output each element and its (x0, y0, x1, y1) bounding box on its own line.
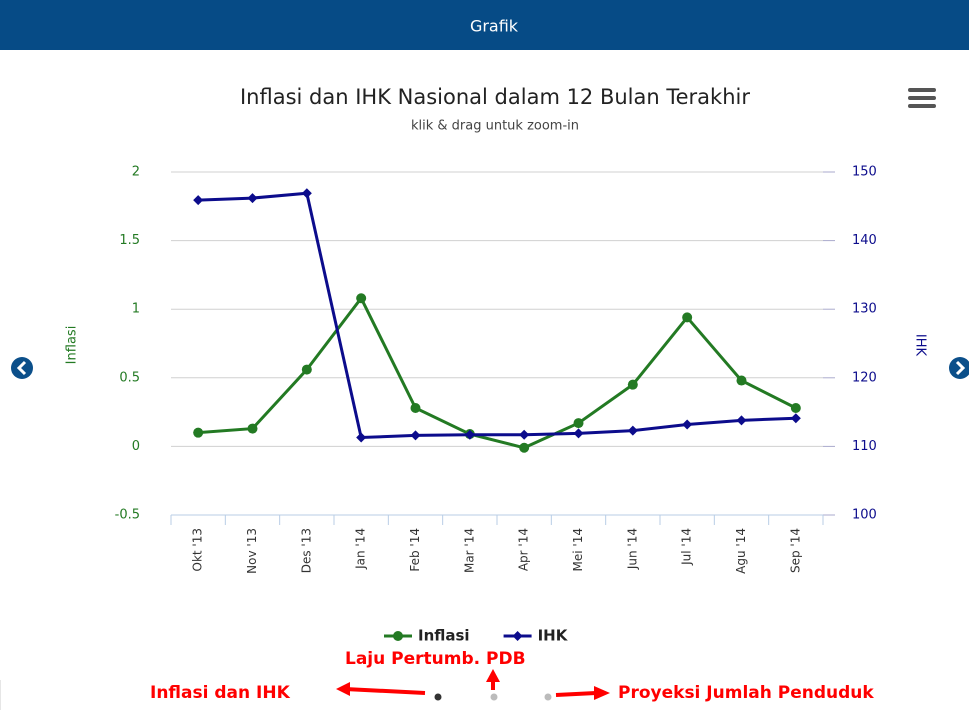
point (736, 375, 747, 386)
point (247, 423, 258, 434)
x-tick-label: Jun '14 (625, 528, 639, 570)
menu-button[interactable] (908, 88, 936, 108)
y-tick-label: 0.5 (119, 370, 140, 385)
x-tick-label: Apr '14 (517, 528, 531, 571)
y2-axis-title: IHK (913, 334, 928, 357)
y-tick-label: 2 (132, 165, 140, 180)
y2-tick-label: 110 (852, 439, 877, 454)
legend-label: Inflasi (418, 627, 470, 645)
next-arrow[interactable] (955, 360, 966, 376)
point (356, 432, 367, 443)
y2-tick-label: 140 (852, 233, 877, 248)
point (736, 415, 747, 426)
x-tick-label: Okt '13 (191, 528, 205, 571)
point (519, 442, 530, 453)
annotation: Laju Pertumb. PDB (345, 649, 526, 669)
next-button[interactable] (949, 357, 969, 379)
point (627, 379, 638, 390)
chart-title: Inflasi dan IHK Nasional dalam 12 Bulan … (240, 85, 750, 109)
point (519, 429, 530, 440)
annotation: Proyeksi Jumlah Penduduk (618, 683, 874, 703)
legend-label: IHK (538, 627, 569, 645)
annotation-arrow-shaft (555, 691, 597, 697)
y-tick-label: 0 (132, 439, 140, 454)
pager-dot[interactable] (544, 693, 552, 701)
y-tick-label: -0.5 (115, 508, 140, 523)
point (790, 402, 801, 413)
point (247, 193, 258, 204)
chart-subtitle: klik & drag untuk zoom-in (411, 119, 579, 134)
prev-circle[interactable] (11, 357, 33, 379)
annotation-arrow-head (486, 669, 500, 682)
x-tick-label: Des '13 (299, 528, 313, 573)
menu-bar[interactable] (908, 88, 936, 92)
y-tick-label: 1.5 (119, 233, 140, 248)
x-tick-label: Mei '14 (571, 528, 585, 571)
y2-tick-label: 120 (852, 370, 877, 385)
y2-tick-label: 100 (852, 508, 877, 523)
point (627, 425, 638, 436)
y2-tick-label: 150 (852, 165, 877, 180)
annotation: Inflasi dan IHK (150, 683, 291, 703)
x-tick-label: Jan '14 (354, 528, 368, 570)
next-circle[interactable] (949, 357, 969, 379)
y-axis-title: Inflasi (65, 326, 80, 365)
x-tick-label: Feb '14 (408, 528, 422, 572)
point (682, 419, 693, 430)
point (790, 413, 801, 424)
pager-dot[interactable] (434, 693, 442, 701)
menu-bar[interactable] (908, 104, 936, 108)
y2-tick-label: 130 (852, 302, 877, 317)
point (356, 293, 367, 304)
annotation-arrow-head (594, 686, 610, 700)
annotation-arrow-head (336, 682, 350, 696)
point (512, 631, 523, 641)
menu-bar[interactable] (908, 96, 936, 100)
point (573, 428, 584, 439)
header-bar (0, 0, 969, 50)
point (393, 631, 403, 641)
point (301, 188, 312, 199)
y-tick-label: 1 (132, 302, 140, 317)
series-line (198, 295, 797, 450)
prev-arrow[interactable] (16, 360, 27, 376)
x-tick-label: Agu '14 (734, 528, 748, 574)
pager-dot[interactable] (490, 693, 498, 701)
x-tick-label: Jul '14 (680, 528, 694, 566)
prev-button[interactable] (11, 357, 33, 379)
annotation-arrow-shaft (344, 687, 426, 695)
x-tick-label: Sep '14 (788, 528, 802, 573)
point (193, 427, 204, 438)
point (410, 430, 421, 441)
header-title: Grafik (470, 17, 519, 36)
point (301, 364, 312, 375)
x-tick-label: Nov '13 (245, 528, 259, 574)
point (464, 429, 475, 440)
x-tick-label: Mar '14 (462, 528, 476, 573)
point (573, 418, 584, 429)
point (682, 312, 693, 323)
point (193, 195, 204, 206)
point (410, 402, 421, 413)
series-line (198, 191, 796, 440)
